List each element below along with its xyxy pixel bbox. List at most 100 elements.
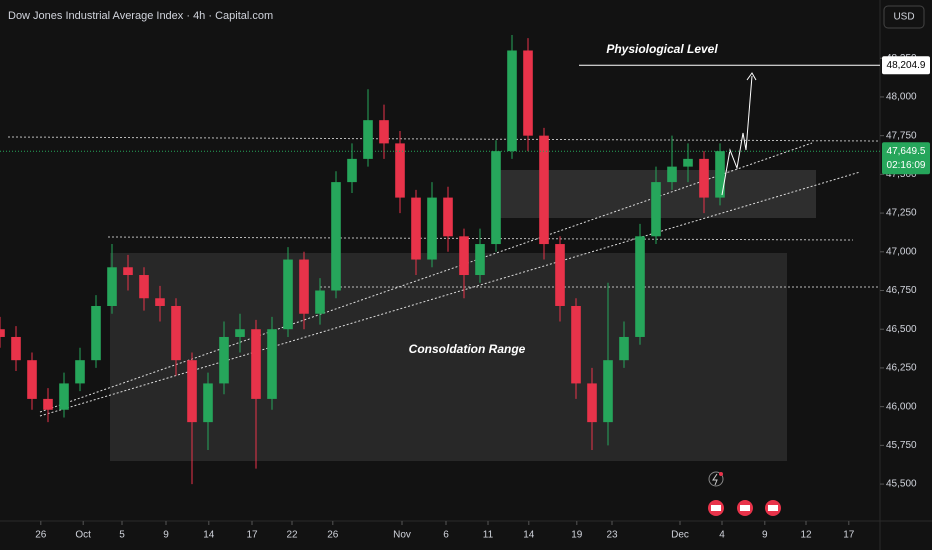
- x-tick-label: 17: [246, 530, 258, 541]
- candle-body: [443, 197, 453, 237]
- currency-button[interactable]: [883, 5, 925, 29]
- projection-path: [721, 75, 753, 196]
- x-tick-label: 26: [327, 530, 339, 541]
- x-tick-label: 4: [719, 530, 725, 541]
- arrow-head: [746, 72, 757, 81]
- candle-body: [283, 259, 293, 330]
- x-tick-label: 19: [571, 530, 583, 541]
- candles: [0, 34, 725, 485]
- candle-body: [475, 244, 485, 276]
- candle-body: [139, 275, 149, 299]
- candle-body: [27, 360, 37, 399]
- candle-body: [491, 151, 501, 245]
- candle-body: [155, 298, 165, 306]
- candle-body: [379, 120, 389, 144]
- candle-body: [91, 305, 101, 361]
- x-tick-label: 14: [203, 530, 215, 541]
- candle-body: [203, 383, 213, 423]
- candle-body: [267, 329, 277, 399]
- countdown: 02:16:09: [887, 160, 926, 171]
- candle-body: [107, 267, 117, 306]
- x-tick-label: 6: [443, 530, 449, 541]
- candle-body: [571, 305, 581, 384]
- candle-body: [651, 182, 661, 237]
- candle-body: [715, 151, 725, 198]
- alert-dot: [719, 472, 723, 476]
- resistance-line: [7, 136, 881, 142]
- last-price-box: [882, 142, 930, 175]
- y-tick-label: 47,500: [886, 169, 917, 180]
- candle-body: [75, 360, 85, 384]
- x-tick-label: 5: [119, 530, 125, 541]
- candle-body: [507, 50, 517, 152]
- candle-body: [235, 329, 245, 337]
- y-tick-label: 46,750: [886, 285, 917, 296]
- y-tick-label: 47,750: [886, 130, 917, 141]
- event-glyph: [740, 505, 750, 511]
- candle-body: [59, 383, 69, 410]
- candle-body: [635, 236, 645, 337]
- candle-body: [555, 244, 565, 306]
- annotation: Physiological Level: [606, 42, 718, 56]
- candle-body: [251, 329, 261, 399]
- trend-line: [39, 142, 813, 413]
- candle-body: [11, 336, 21, 361]
- x-tick-label: 26: [35, 530, 47, 541]
- candle-body: [315, 290, 325, 314]
- x-tick-label: Dec: [671, 530, 689, 541]
- candle-body: [219, 336, 229, 384]
- candle-body: [619, 336, 629, 361]
- x-tick-label: 9: [163, 530, 169, 541]
- candle-body: [43, 398, 53, 410]
- candle-body: [0, 329, 5, 337]
- x-tick-label: 23: [606, 530, 618, 541]
- candle-body: [363, 120, 373, 159]
- y-tick-label: 45,500: [886, 479, 917, 490]
- candle-body: [667, 166, 677, 183]
- x-tick-label: 17: [843, 530, 855, 541]
- y-tick-label: 46,250: [886, 363, 917, 374]
- x-tick-label: Oct: [75, 530, 91, 541]
- candle-body: [683, 158, 693, 167]
- candle-body: [123, 267, 133, 276]
- x-tick-label: Nov: [393, 530, 411, 541]
- candle-body: [347, 158, 357, 183]
- y-tick-label: 47,250: [886, 208, 917, 219]
- x-tick-label: 9: [762, 530, 768, 541]
- x-tick-label: 14: [523, 530, 535, 541]
- candle-body: [411, 197, 421, 260]
- y-tick-label: 48,000: [886, 92, 917, 103]
- candle-body: [603, 360, 613, 423]
- consolidation-zone: [110, 253, 787, 461]
- candle-body: [395, 143, 405, 198]
- chart-title: Dow Jones Industrial Average Index · 4h …: [8, 10, 273, 22]
- alert-icon[interactable]: [708, 471, 724, 487]
- event-glyph: [711, 505, 721, 511]
- x-tick-label: 12: [800, 530, 812, 541]
- candle-body: [427, 197, 437, 260]
- target-label: 48,204.9: [887, 60, 926, 71]
- x-tick-label: 22: [286, 530, 298, 541]
- candle-body: [299, 259, 309, 314]
- candle-body: [331, 182, 341, 291]
- candle-body: [699, 158, 709, 198]
- trend-line: [39, 171, 861, 417]
- target-label-box: [882, 56, 930, 75]
- candle-body: [171, 305, 181, 361]
- candle-body: [523, 50, 533, 136]
- candle-body: [539, 135, 549, 245]
- candle-body: [459, 236, 469, 276]
- last-price-label: 47,649.5: [887, 146, 926, 157]
- annotation: Consoldation Range: [409, 342, 526, 356]
- currency-label[interactable]: USD: [893, 12, 914, 23]
- candle-body: [187, 360, 197, 423]
- y-tick-label: 45,750: [886, 440, 917, 451]
- alert-icon-glyph: [712, 473, 718, 486]
- y-tick-label: 46,500: [886, 324, 917, 335]
- candle-body: [587, 383, 597, 423]
- event-glyph: [768, 505, 778, 511]
- event-icons: [708, 500, 781, 516]
- y-tick-label: 46,000: [886, 401, 917, 412]
